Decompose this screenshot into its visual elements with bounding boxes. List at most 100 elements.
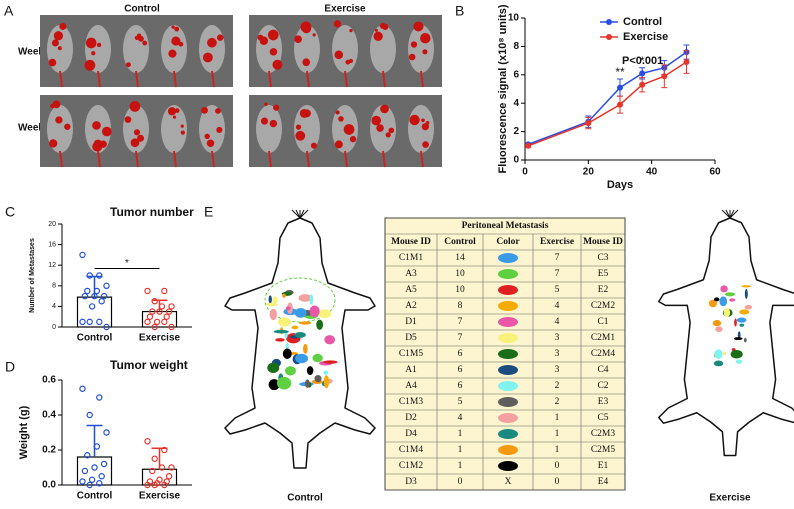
tail <box>211 150 215 168</box>
mouse-silhouette <box>408 25 434 73</box>
table-cell: C2M3 <box>591 429 616 439</box>
signal <box>49 139 58 148</box>
marker <box>585 120 592 127</box>
table-cell: 7 <box>458 317 463 327</box>
data-point <box>81 292 89 300</box>
mouse-silhouette <box>256 105 282 153</box>
signal <box>267 29 279 41</box>
line <box>527 61 687 147</box>
y-axis-title: Fluorescence signal (x10⁸ units) <box>497 4 509 173</box>
signal <box>53 31 64 41</box>
signal <box>142 40 148 46</box>
panel-label: D <box>5 359 15 375</box>
data-point <box>161 446 168 454</box>
marker <box>661 73 668 80</box>
tail <box>173 150 177 168</box>
signal <box>312 33 316 37</box>
signal <box>408 53 416 61</box>
marker <box>683 59 690 66</box>
data-point <box>165 308 173 315</box>
data-point <box>96 318 103 326</box>
tuft <box>295 209 301 219</box>
lesion <box>715 326 723 333</box>
data-point <box>165 473 173 480</box>
panel-label: A <box>4 3 14 19</box>
signal <box>48 58 57 67</box>
data-point <box>161 318 168 326</box>
signal <box>216 34 224 41</box>
annotation: * <box>640 54 645 68</box>
data-point <box>151 298 158 305</box>
signal <box>180 124 184 128</box>
column-label: Control <box>124 4 160 15</box>
lesion <box>741 285 752 288</box>
lesion <box>720 285 728 293</box>
data-point <box>103 429 110 436</box>
data-point <box>96 394 103 401</box>
x-tick-label: Exercise <box>139 333 181 344</box>
signal <box>310 142 317 149</box>
table-cell: 6 <box>458 381 463 391</box>
lesion <box>268 295 272 304</box>
data-point <box>88 303 96 310</box>
lesion <box>294 331 306 338</box>
signal <box>269 48 278 56</box>
tail <box>268 150 272 168</box>
signal <box>208 40 214 46</box>
data-point <box>79 318 86 326</box>
signal <box>272 59 283 70</box>
chart-title: Tumor number <box>110 205 194 219</box>
tail <box>173 70 177 88</box>
data-point <box>103 323 110 331</box>
caption: Control <box>287 493 323 504</box>
line <box>527 51 687 146</box>
table-cell: 4 <box>555 301 560 311</box>
data-point <box>158 303 166 310</box>
tuft <box>299 209 309 219</box>
table-cell: 5 <box>458 397 463 407</box>
lesion <box>737 331 741 339</box>
data-point <box>158 464 166 471</box>
color-swatch <box>498 349 518 359</box>
y-tick-label: 0.2 <box>42 445 56 456</box>
y-tick-label: 16 <box>48 241 56 248</box>
lesion <box>743 337 747 343</box>
table-cell: C3 <box>597 253 608 263</box>
lesion <box>719 296 728 307</box>
data-point <box>161 481 168 489</box>
table-cell: C2M1 <box>591 333 616 343</box>
lesion <box>314 375 322 383</box>
signal <box>376 124 384 132</box>
signal <box>124 116 132 123</box>
tail <box>382 150 386 168</box>
table-cell: 14 <box>455 253 465 263</box>
lesion <box>722 351 727 355</box>
y-axis-title: Weight (g) <box>18 405 30 459</box>
signal <box>84 59 96 71</box>
marker <box>639 81 646 88</box>
data-point <box>168 323 175 331</box>
column-header: Color <box>496 237 520 247</box>
data-point <box>81 467 89 475</box>
data-point <box>91 464 98 471</box>
data-point <box>103 282 110 289</box>
lesion <box>298 294 312 302</box>
data-point <box>149 467 156 475</box>
lesion <box>294 307 307 318</box>
annotation: P<0.001 <box>622 55 663 67</box>
lesion <box>272 296 278 304</box>
table-cell: A2 <box>405 301 417 311</box>
table-cell: 6 <box>458 349 463 359</box>
table-cell: 10 <box>455 269 465 279</box>
signal <box>88 38 97 46</box>
table-cell: D1 <box>405 317 417 327</box>
x-tick-label: 60 <box>709 167 721 178</box>
signal <box>380 104 389 114</box>
signal <box>420 32 431 44</box>
table-cell: C2M5 <box>591 445 616 455</box>
signal <box>102 126 112 137</box>
signal <box>422 49 428 55</box>
lesion <box>713 360 724 367</box>
data-point <box>144 438 151 445</box>
lesion <box>316 319 324 330</box>
